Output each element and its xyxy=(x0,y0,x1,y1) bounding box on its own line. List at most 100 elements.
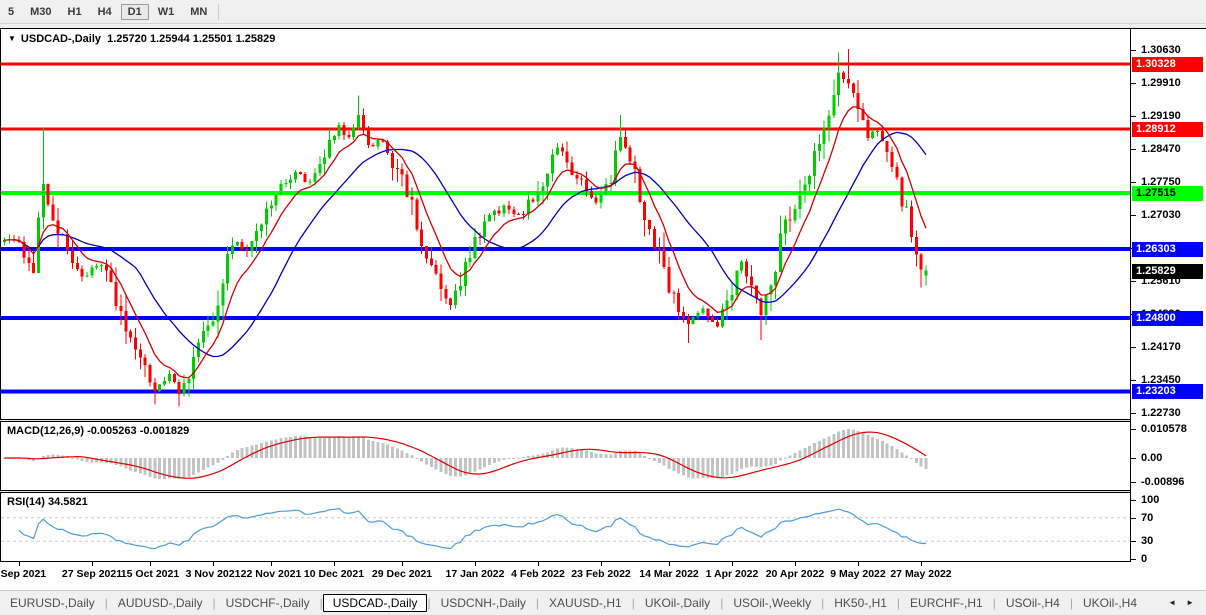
symbol-dropdown-icon[interactable]: ▼ xyxy=(8,34,16,43)
timeframe-button-M30[interactable]: M30 xyxy=(30,5,52,18)
macd-histogram-bar xyxy=(880,441,884,458)
macd-histogram-bar xyxy=(294,436,297,458)
tab-usoil-weekly[interactable]: USOil-,Weekly xyxy=(733,595,812,610)
macd-histogram-bar xyxy=(725,458,729,476)
tab-separator: | xyxy=(427,595,431,610)
tab-separator: | xyxy=(535,595,540,610)
macd-histogram-bar xyxy=(740,458,744,469)
macd-histogram-bar xyxy=(95,458,99,463)
price-tick-label: 1.22730 xyxy=(1141,407,1181,419)
timeframe-button-MN[interactable]: MN xyxy=(190,5,208,18)
date-tick xyxy=(92,562,93,566)
price-chart-pane[interactable] xyxy=(1,29,1130,419)
candle-body xyxy=(783,219,787,234)
tab-separator: | xyxy=(631,595,635,610)
pane-splitter[interactable] xyxy=(0,490,1131,493)
candle-body xyxy=(41,184,45,218)
tab-eurusd-daily[interactable]: EURUSD-,Daily xyxy=(10,595,95,610)
macd-histogram-bar xyxy=(662,458,666,466)
candle-body xyxy=(429,258,433,265)
macd-histogram-bar xyxy=(798,450,802,458)
candle-body xyxy=(32,263,36,274)
macd-histogram-bar xyxy=(856,430,860,458)
rsi-axis-tick xyxy=(1131,559,1136,560)
tab-ukoil-h4[interactable]: UKOil-,H4 xyxy=(1082,595,1137,610)
rsi-pane[interactable] xyxy=(1,493,1130,561)
candle-body xyxy=(206,325,210,332)
candle-body xyxy=(405,174,409,198)
macd-histogram-bar xyxy=(240,448,244,458)
macd-histogram-bar xyxy=(502,458,506,460)
macd-histogram-bar xyxy=(158,458,162,480)
candle-body xyxy=(255,230,259,242)
macd-histogram-bar xyxy=(85,458,89,463)
macd-histogram-bar xyxy=(420,458,424,462)
candle-body xyxy=(851,83,855,93)
price-axis-tick xyxy=(1131,149,1136,150)
candle-body xyxy=(803,184,807,192)
tab-scroll-buttons: ◄ ► xyxy=(1156,598,1206,607)
date-tick xyxy=(19,562,20,566)
macd-histogram-bar xyxy=(638,453,642,458)
candle-body xyxy=(235,242,239,246)
candle-body xyxy=(148,365,152,383)
tab-usdcnh-daily[interactable]: USDCNH-,Daily xyxy=(440,595,526,610)
tab-xauusd-h1[interactable]: XAUUSD-,H1 xyxy=(549,595,622,610)
candle-body xyxy=(342,124,346,136)
tab-usoil-h4[interactable]: USOil-,H4 xyxy=(1005,595,1060,610)
tab-audusd-daily[interactable]: AUDUSD-,Daily xyxy=(117,595,203,610)
candle-body xyxy=(444,288,448,299)
candle-body xyxy=(468,257,472,263)
chart-window-border-left xyxy=(0,28,1,562)
tab-ukoil-daily[interactable]: UKOil-,Daily xyxy=(644,595,711,610)
macd-histogram-bar xyxy=(764,458,768,467)
macd-histogram-bar xyxy=(900,452,904,458)
timeframe-button-W1[interactable]: W1 xyxy=(157,5,175,18)
candle-body xyxy=(812,150,816,177)
candle-body xyxy=(861,109,865,121)
macd-histogram-bar xyxy=(720,458,724,478)
candle-body xyxy=(449,298,453,305)
macd-histogram-bar xyxy=(715,458,719,479)
tab-eurchf-h1[interactable]: EURCHF-,H1 xyxy=(910,595,983,610)
timeframe-button-D1[interactable]: D1 xyxy=(120,3,149,20)
macd-histogram-bar xyxy=(226,455,230,458)
candle-body xyxy=(133,337,137,350)
timeframe-button-5[interactable]: 5 xyxy=(8,5,15,18)
candle-body xyxy=(454,290,458,305)
tab-usdchf-daily[interactable]: USDCHF-,Daily xyxy=(225,595,310,610)
price-axis[interactable]: 1.30630 1.29910 1.29190 1.28470 1.27750 1.270… xyxy=(1131,29,1206,565)
candle-body xyxy=(313,173,317,182)
level-price-tag: 1.26303 xyxy=(1132,242,1203,257)
candle-body xyxy=(129,331,133,338)
candle-body xyxy=(618,137,622,151)
macd-histogram-bar xyxy=(667,458,671,469)
tab-hk50-h1[interactable]: HK50-,H1 xyxy=(834,595,887,610)
macd-histogram-bar xyxy=(711,458,715,479)
macd-pane[interactable] xyxy=(1,422,1130,490)
macd-histogram-bar xyxy=(245,446,249,458)
timeframe-button-H1[interactable]: H1 xyxy=(67,5,82,18)
candle-body xyxy=(740,261,744,271)
candle-body xyxy=(885,141,889,153)
candle-body xyxy=(70,250,74,264)
candle-body xyxy=(211,321,215,326)
candle-body xyxy=(832,94,836,116)
tab-usdcad-daily[interactable]: USDCAD-,Daily xyxy=(322,593,428,612)
tab-scroll-right-button[interactable]: ► xyxy=(1186,598,1194,607)
candle-body xyxy=(686,317,690,324)
pane-splitter[interactable] xyxy=(0,419,1131,422)
candle-body xyxy=(289,179,293,183)
rsi-name: RSI(14) xyxy=(7,496,45,508)
candle-body xyxy=(696,313,700,318)
macd-histogram-bar xyxy=(517,457,521,459)
chart-bottom-border xyxy=(0,561,1131,562)
macd-histogram-bar xyxy=(41,456,45,458)
fast-ma-line xyxy=(4,106,927,379)
macd-histogram-bar xyxy=(769,458,773,466)
tab-separator: | xyxy=(104,595,108,610)
tab-scroll-left-button[interactable]: ◄ xyxy=(1168,598,1177,607)
timeframe-button-H4[interactable]: H4 xyxy=(97,5,112,18)
macd-histogram-bar xyxy=(337,436,341,458)
